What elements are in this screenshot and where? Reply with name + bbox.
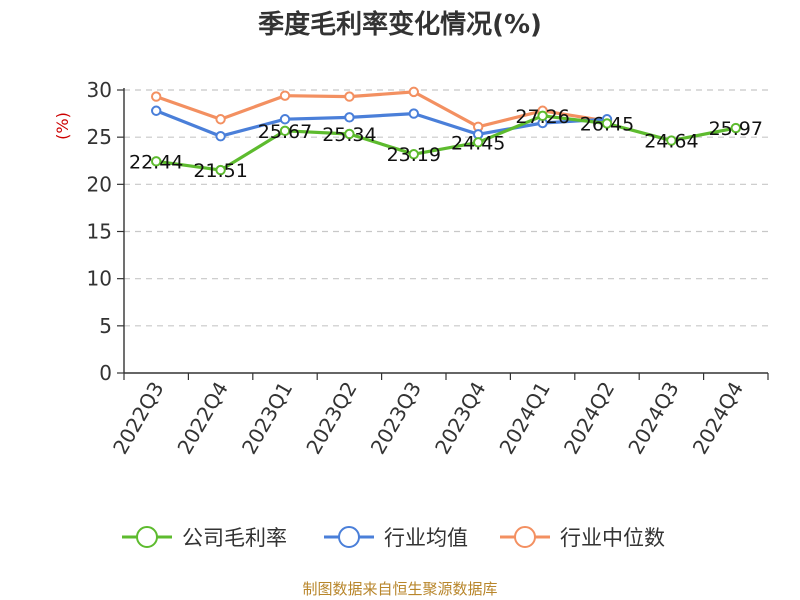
data-label-2024Q2: 26.45	[580, 113, 634, 135]
y-tick-label-20: 20	[87, 172, 112, 196]
legend-marker-行业中位数	[514, 526, 536, 548]
data-point-公司毛利率-2022Q3	[151, 156, 162, 167]
data-point-行业中位数-2023Q3	[408, 86, 419, 98]
data-label-2022Q3: 22.44	[129, 151, 183, 173]
data-point-行业均值-2023Q1	[279, 114, 291, 125]
y-tick-label-30: 30	[87, 78, 112, 102]
data-label-2022Q4: 21.51	[193, 160, 247, 182]
legend-label-行业中位数: 行业中位数	[560, 526, 665, 550]
y-tick-label-15: 15	[87, 220, 112, 244]
data-point-行业中位数-2022Q4	[215, 114, 226, 125]
data-point-公司毛利率-2024Q2	[601, 118, 613, 129]
x-tick-label-2022Q4: 2022Q4	[172, 378, 232, 459]
legend-label-公司毛利率: 公司毛利率	[182, 526, 287, 550]
data-point-行业中位数-2023Q2	[344, 91, 355, 102]
x-tick-label-2023Q4: 2023Q4	[430, 378, 490, 459]
y-tick-label-0: 0	[99, 361, 112, 385]
data-point-公司毛利率-2023Q4	[473, 137, 484, 148]
data-point-行业均值-2022Q3	[151, 105, 162, 116]
data-point-行业均值-2023Q2	[344, 112, 355, 123]
data-label-2024Q1: 27.26	[515, 106, 569, 128]
data-point-公司毛利率-2023Q2	[344, 128, 355, 140]
data-point-公司毛利率-2022Q4	[215, 164, 226, 176]
legend-marker-公司毛利率	[136, 526, 158, 548]
data-point-公司毛利率-2024Q3	[666, 135, 677, 146]
x-tick-label-2023Q2: 2023Q2	[301, 378, 361, 459]
chart-title: 季度毛利率变化情况(%)	[258, 10, 542, 40]
series-line-行业均值	[155, 109, 608, 138]
x-tick-label-2022Q3: 2022Q3	[108, 378, 168, 459]
data-label-2023Q1: 25.67	[258, 121, 312, 143]
x-tick-label-2023Q3: 2023Q3	[366, 378, 426, 459]
data-point-行业均值-2022Q4	[215, 131, 226, 142]
y-tick-label-5: 5	[99, 314, 112, 338]
data-label-2023Q2: 25.34	[322, 124, 376, 146]
data-point-行业均值-2023Q3	[408, 108, 419, 119]
source-note: 制图数据来自恒生聚源数据库	[302, 580, 498, 598]
series-line-行业中位数	[155, 90, 608, 129]
x-tick-label-2024Q1: 2024Q1	[494, 378, 554, 459]
legend-label-行业均值: 行业均值	[384, 526, 468, 550]
x-tick-label-2023Q1: 2023Q1	[237, 378, 297, 459]
data-label-2023Q4: 24.45	[451, 132, 505, 154]
y-axis-label: (%)	[53, 112, 72, 140]
x-tick-label-2024Q4: 2024Q4	[688, 378, 748, 459]
legend-marker-行业均值	[338, 526, 360, 548]
series-line-公司毛利率	[155, 114, 737, 172]
x-tick-label-2024Q2: 2024Q2	[559, 378, 619, 459]
data-point-公司毛利率-2024Q4	[730, 122, 741, 134]
y-tick-label-25: 25	[87, 125, 112, 149]
data-point-公司毛利率-2023Q3	[408, 149, 419, 160]
data-point-公司毛利率-2023Q1	[279, 125, 291, 137]
data-label-2024Q3: 24.64	[644, 131, 698, 153]
data-point-行业中位数-2022Q3	[151, 91, 162, 102]
data-label-2023Q3: 23.19	[387, 144, 441, 166]
y-tick-label-10: 10	[87, 267, 112, 291]
x-tick-label-2024Q3: 2024Q3	[623, 378, 683, 459]
data-point-行业中位数-2023Q1	[279, 90, 291, 101]
data-label-2024Q4: 25.97	[709, 118, 763, 140]
data-point-公司毛利率-2024Q1	[537, 110, 548, 122]
